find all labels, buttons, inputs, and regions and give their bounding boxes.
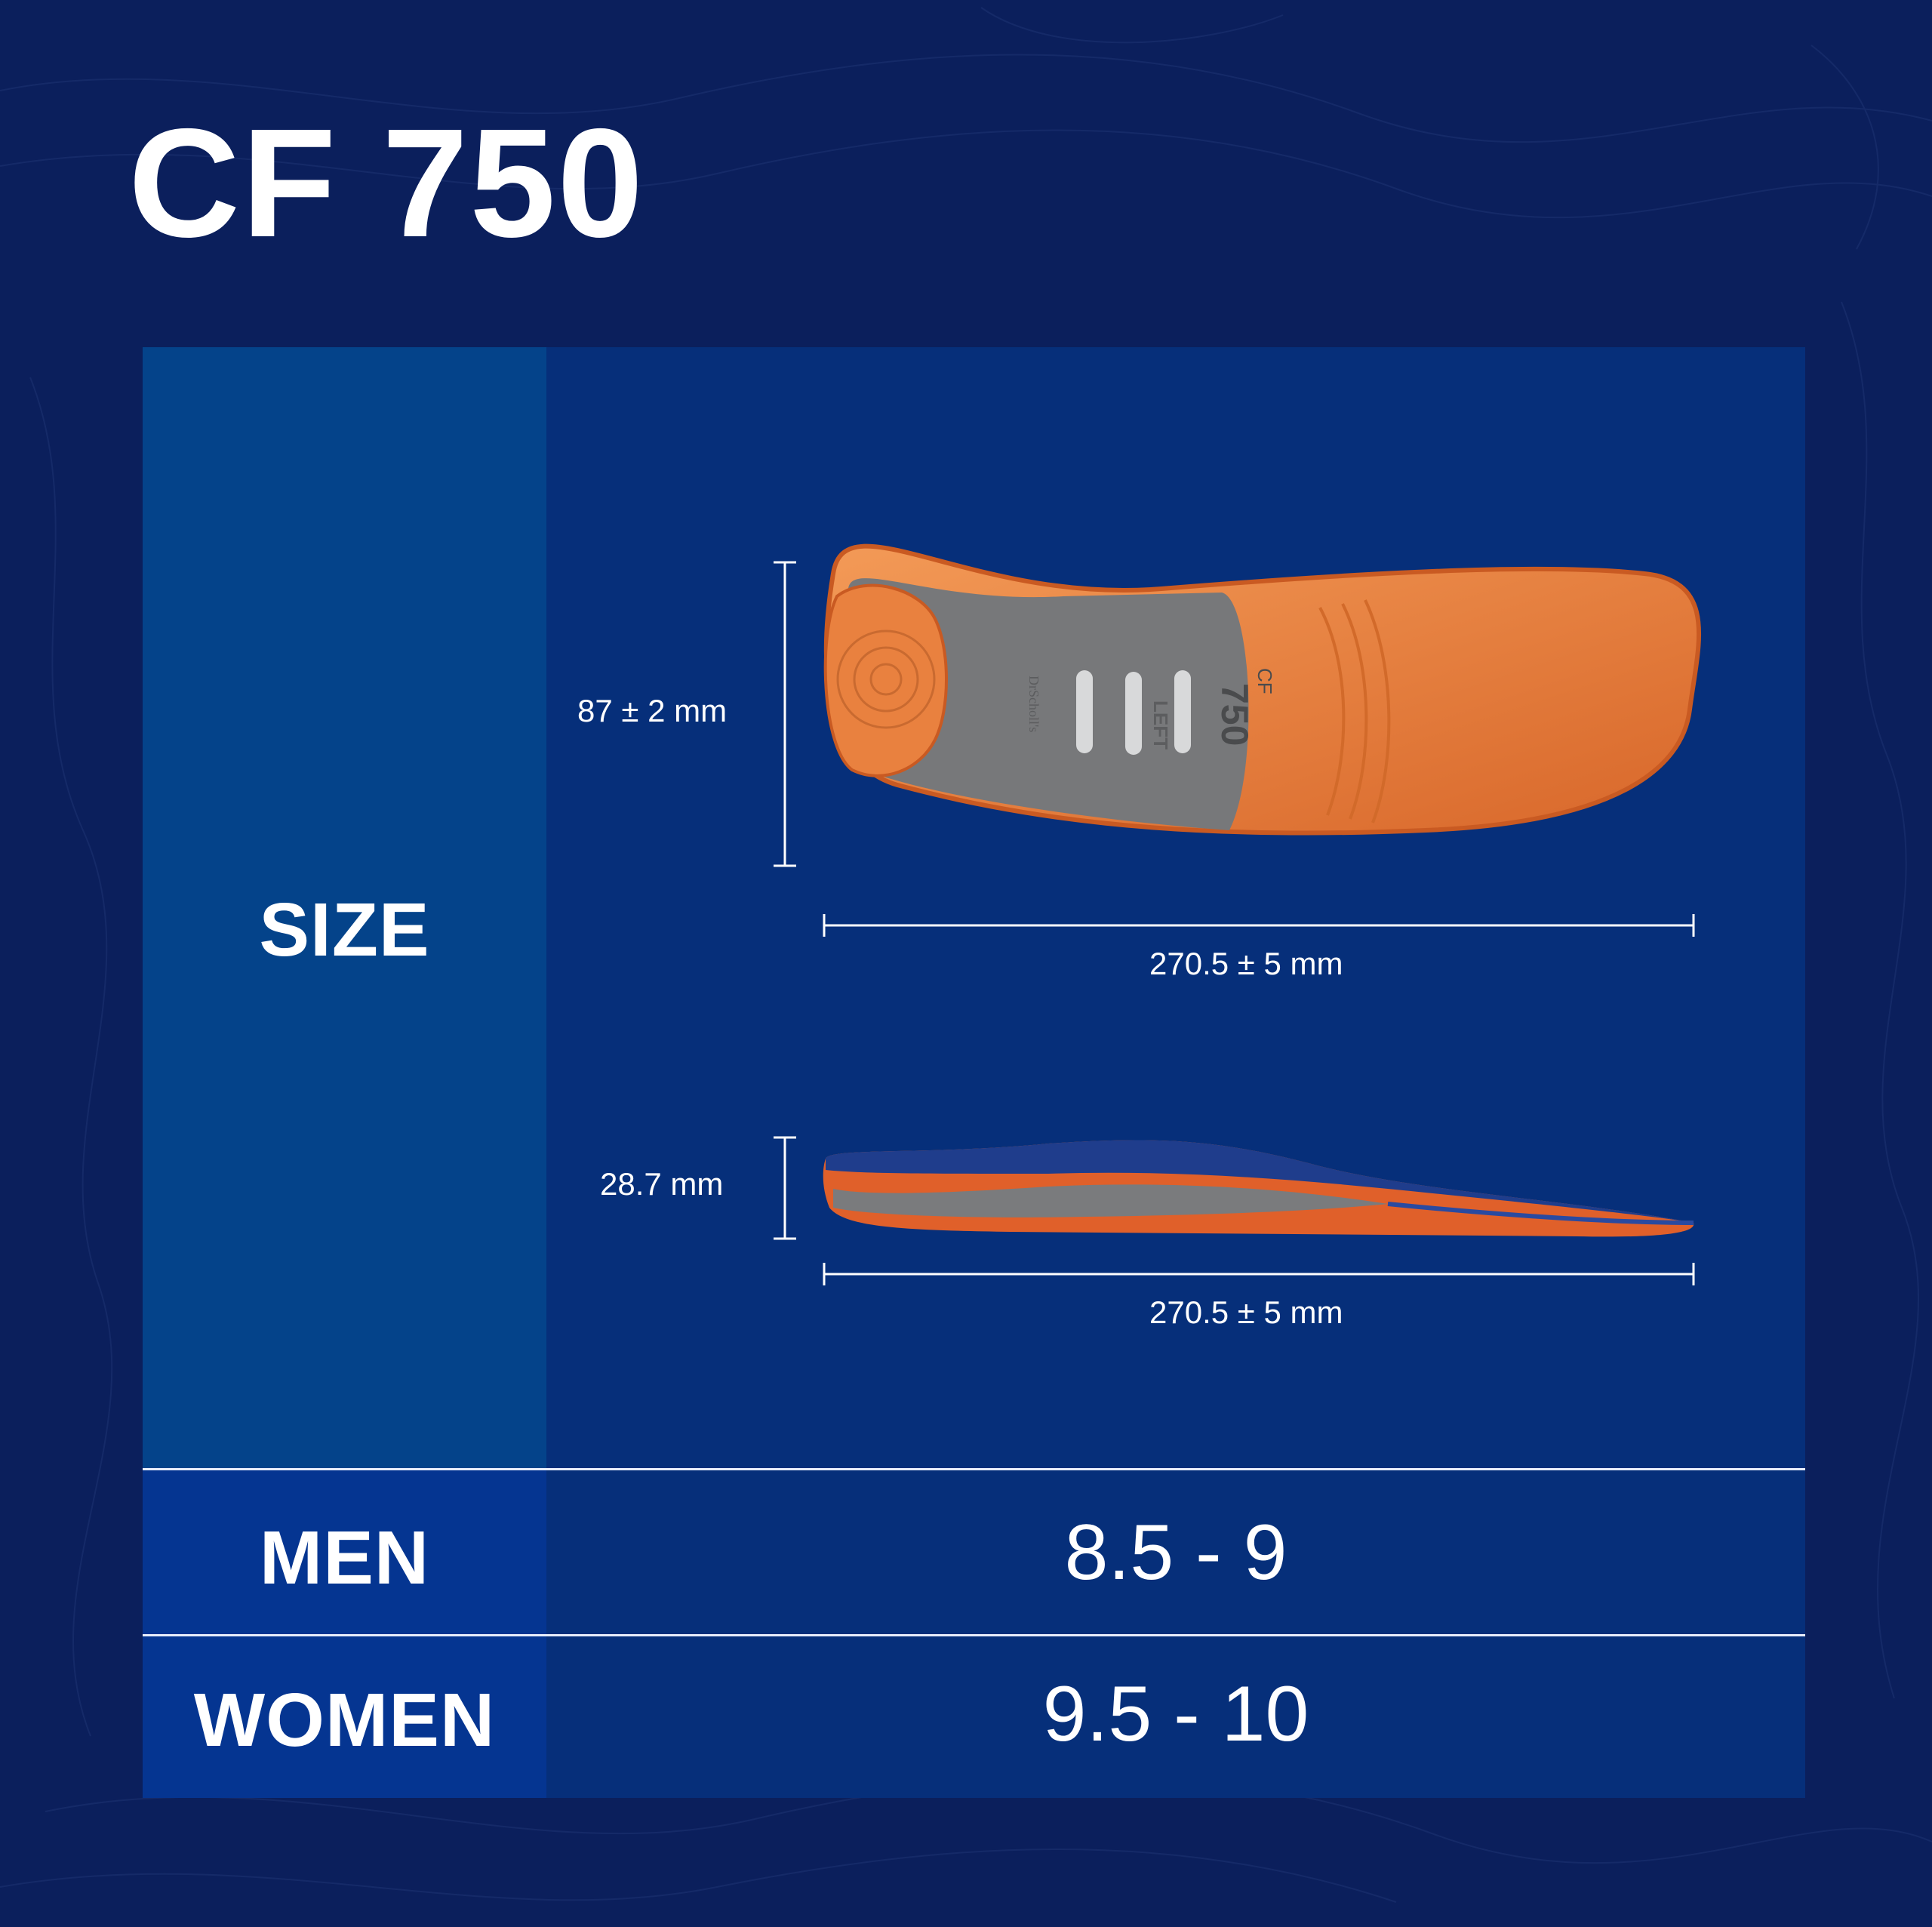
women-label: WOMEN <box>193 1678 496 1762</box>
label-column <box>143 347 546 1798</box>
top-length-dimension-label: 270.5 ± 5 mm <box>1149 946 1343 981</box>
men-label-cell <box>143 1470 546 1635</box>
product-title: CF 750 <box>128 97 645 269</box>
width-dimension-label: 87 ± 2 mm <box>577 693 728 728</box>
height-dimension-line <box>774 1136 796 1240</box>
side-length-dimension-line <box>823 1263 1695 1285</box>
divider-women <box>143 1634 1805 1636</box>
height-dimension-label: 28.7 mm <box>600 1166 724 1202</box>
insole-side-view <box>823 1140 1694 1237</box>
insole-diagram: 750 CF LEFT DrScholl's <box>774 543 1702 1285</box>
width-dimension-line <box>774 561 796 867</box>
insole-brand-logo: DrScholl's <box>1026 676 1041 732</box>
divider-men <box>143 1468 1805 1470</box>
women-size-value: 9.5 - 10 <box>1042 1670 1309 1758</box>
size-label: SIZE <box>259 888 430 972</box>
side-length-dimension-label: 270.5 ± 5 mm <box>1149 1294 1343 1330</box>
women-label-cell <box>143 1636 546 1798</box>
insole-model-number: 750 <box>1214 683 1256 746</box>
insole-top-view: 750 CF LEFT DrScholl's <box>823 543 1702 836</box>
insole-model-small: CF <box>1254 668 1276 694</box>
top-length-dimension-line <box>823 914 1695 937</box>
men-size-value: 8.5 - 9 <box>1064 1509 1287 1596</box>
size-panel: SIZE MEN 8.5 - 9 WOMEN 9.5 - 10 <box>143 347 1805 1798</box>
size-label-cell <box>143 347 546 1469</box>
men-label: MEN <box>259 1516 430 1600</box>
insole-side-marking: LEFT <box>1149 700 1172 750</box>
